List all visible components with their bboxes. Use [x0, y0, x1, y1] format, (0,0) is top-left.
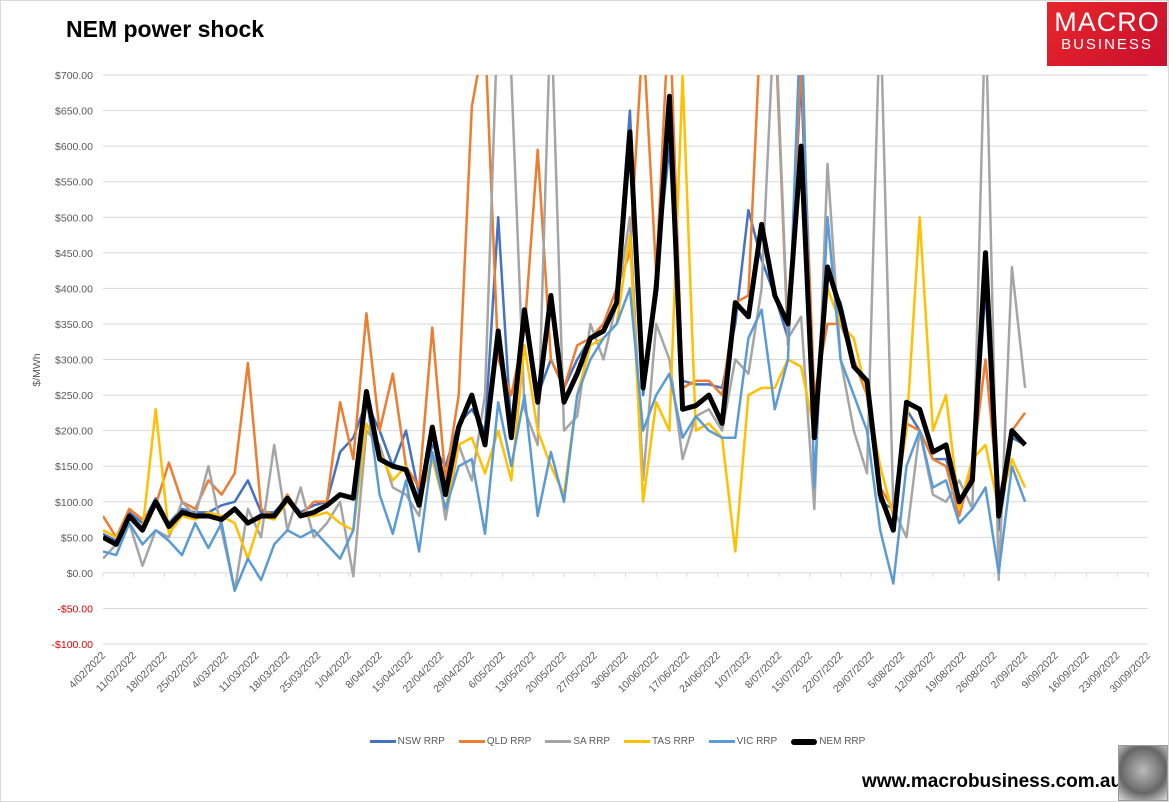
- y-tick-label: $400.00: [55, 283, 93, 295]
- y-tick-label: $200.00: [55, 426, 93, 438]
- plot-area: [103, 75, 1027, 592]
- legend-item: NSW RRP: [369, 736, 445, 747]
- y-tick-label: $100.00: [55, 497, 93, 509]
- y-tick-label: $600.00: [55, 141, 93, 153]
- y-tick-label: $650.00: [55, 106, 93, 118]
- y-tick-label: $700.00: [55, 70, 93, 82]
- y-tick-label: -$100.00: [52, 639, 94, 651]
- legend-swatch: [458, 740, 485, 743]
- legend-swatch: [708, 740, 735, 743]
- legend-label: TAS RRP: [652, 736, 695, 747]
- macrobusiness-logo: MACRO BUSINESS: [1047, 2, 1167, 66]
- chart-title: NEM power shock: [66, 16, 265, 42]
- y-tick-label: $250.00: [55, 390, 93, 402]
- legend-swatch: [369, 740, 396, 743]
- legend-item: NEM RRP: [791, 736, 865, 747]
- y-tick-label: $350.00: [55, 319, 93, 331]
- website-url: www.macrobusiness.com.au: [862, 771, 1123, 792]
- y-tick-label: $450.00: [55, 248, 93, 260]
- legend-item: TAS RRP: [624, 736, 695, 747]
- legend-item: VIC RRP: [708, 736, 778, 747]
- logo-line-1: MACRO: [1054, 7, 1160, 37]
- legend-item: SA RRP: [545, 736, 610, 747]
- legend-label: VIC RRP: [736, 736, 778, 747]
- legend-swatch: [545, 740, 572, 743]
- series-line-vic-rrp: [103, 75, 1027, 592]
- series-line-nsw-rrp: [103, 75, 1026, 543]
- y-tick-label: $300.00: [55, 355, 93, 367]
- wolf-logo-image: [1118, 745, 1168, 801]
- logo-line-2: BUSINESS: [1061, 36, 1153, 53]
- series-line-tas-rrp: [103, 75, 1027, 560]
- y-tick-label: $500.00: [55, 212, 93, 224]
- y-tick-label: $0.00: [67, 568, 93, 580]
- legend-label: QLD RRP: [486, 736, 532, 747]
- legend-label: NEM RRP: [819, 736, 866, 747]
- legend-label: SA RRP: [573, 736, 611, 747]
- y-tick-label: -$50.00: [57, 603, 93, 615]
- y-axis-title: $/MWh: [31, 353, 43, 386]
- y-tick-label: $150.00: [55, 461, 93, 473]
- legend: NSW RRP QLD RRP SA RRP TAS RRP VIC RRP NEM RR…: [0, 736, 1169, 747]
- legend-swatch: [624, 740, 651, 743]
- legend-item: QLD RRP: [458, 736, 532, 747]
- y-tick-label: $550.00: [55, 177, 93, 189]
- legend-swatch: [791, 738, 818, 745]
- series-line-nem-rrp: [103, 93, 1027, 547]
- y-tick-label: $50.00: [61, 532, 93, 544]
- legend-label: NSW RRP: [397, 736, 445, 747]
